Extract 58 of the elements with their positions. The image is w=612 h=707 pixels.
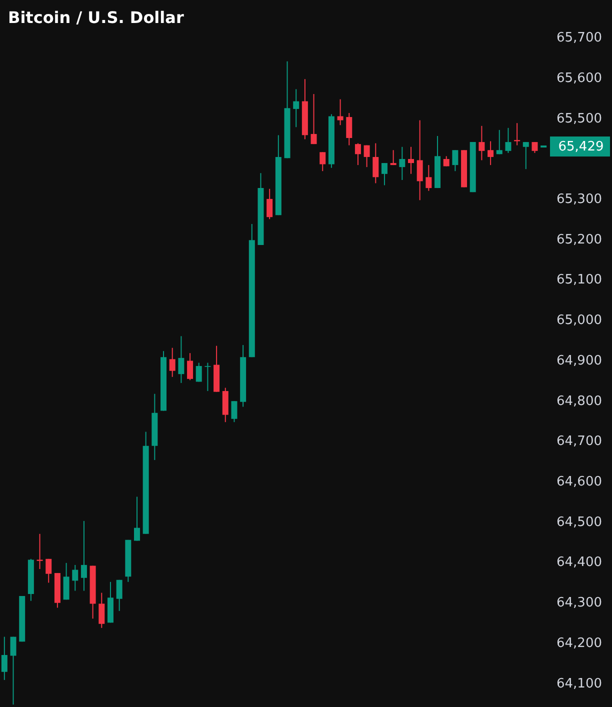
candlestick [1, 636, 8, 680]
candlestick [10, 636, 16, 706]
candlestick [443, 156, 450, 167]
candlestick [354, 142, 361, 166]
candlestick [36, 533, 43, 570]
candlestick [522, 142, 529, 170]
candlestick [381, 162, 388, 186]
candlestick [426, 164, 432, 192]
text: Bitcoin / U.S. Dollar [8, 8, 184, 27]
y-tick-label: 64,200 [556, 636, 602, 651]
candlestick [222, 387, 228, 423]
candlestick [478, 125, 485, 161]
candlestick [178, 336, 184, 384]
candlestick [320, 152, 326, 172]
y-tick-label: 64,800 [556, 394, 602, 409]
candlestick [372, 142, 379, 184]
y-tick-label: 65,700 [556, 30, 602, 46]
candlestick [116, 579, 122, 612]
y-tick-label: 64,900 [556, 353, 602, 368]
text: 65,429 [558, 139, 604, 154]
y-tick-label: 64,600 [556, 474, 602, 490]
candlestick [63, 562, 70, 600]
y-tick-label: 65,000 [556, 313, 602, 328]
candlestick [169, 347, 176, 378]
candlestick [496, 129, 502, 155]
candlestick [187, 352, 194, 381]
candlestick [80, 520, 87, 592]
candlestick [72, 564, 78, 592]
candlestick [204, 362, 211, 392]
y-tick-label: 64,100 [556, 676, 602, 692]
candlestick [134, 496, 140, 542]
candlestick [488, 140, 494, 166]
candlestick [408, 146, 414, 174]
y-tick-label: 65,200 [556, 232, 602, 248]
candlestick [346, 112, 352, 146]
candlestick [452, 150, 458, 172]
candlestick [46, 558, 52, 584]
candlestick [364, 144, 370, 168]
candlestick [266, 188, 273, 220]
candlestick [399, 146, 406, 180]
y-tick-label: 64,400 [556, 555, 602, 570]
candlestick [310, 94, 317, 145]
y-tick-label: 65,300 [556, 192, 602, 208]
candlestick [532, 142, 538, 154]
y-tick-label: 64,700 [556, 434, 602, 450]
y-tick-label: 65,500 [556, 111, 602, 126]
candlestick [231, 400, 238, 423]
y-tick-label: 64,500 [556, 514, 602, 530]
y-tick-label: 64,300 [556, 596, 602, 611]
candlestick [196, 362, 202, 382]
y-tick-label: 65,100 [556, 272, 602, 288]
candlestick [390, 150, 396, 166]
candlestick [505, 127, 512, 154]
candlestick [98, 592, 105, 628]
candlestick [416, 120, 423, 201]
candlestick [337, 98, 344, 126]
y-tick-label: 65,600 [556, 70, 602, 86]
candlestick [293, 88, 300, 128]
